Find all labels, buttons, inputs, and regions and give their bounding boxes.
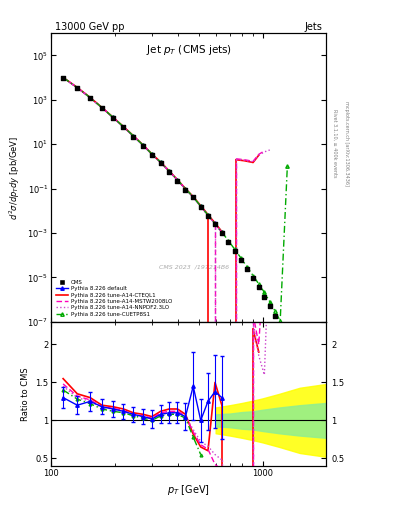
Text: Jets: Jets — [305, 22, 322, 32]
Text: 13000 GeV pp: 13000 GeV pp — [55, 22, 125, 32]
Point — [308, 375, 314, 383]
Point — [198, 203, 204, 211]
Point — [130, 133, 136, 141]
Point — [297, 355, 303, 364]
Y-axis label: $d^2\sigma/dp_Tdy$ [pb/GeV]: $d^2\sigma/dp_Tdy$ [pb/GeV] — [7, 135, 22, 220]
Point — [158, 159, 164, 167]
Point — [99, 104, 105, 112]
Text: CMS 2023  /197214B6: CMS 2023 /197214B6 — [159, 264, 229, 269]
Point — [205, 211, 211, 220]
Point — [74, 83, 81, 92]
Point — [87, 94, 93, 102]
Point — [232, 246, 238, 254]
X-axis label: $p_T$ [GeV]: $p_T$ [GeV] — [167, 483, 210, 497]
Point — [277, 323, 283, 331]
Text: Jet $p_T$ (CMS jets): Jet $p_T$ (CMS jets) — [146, 44, 231, 57]
Point — [140, 142, 146, 150]
Legend: CMS, Pythia 8.226 default, Pythia 8.226 tune-A14-CTEQL1, Pythia 8.226 tune-A14-M: CMS, Pythia 8.226 default, Pythia 8.226 … — [54, 278, 174, 319]
Point — [255, 283, 262, 291]
Point — [60, 74, 66, 82]
Point — [261, 293, 268, 301]
Point — [182, 185, 189, 194]
Y-axis label: Ratio to CMS: Ratio to CMS — [20, 367, 29, 421]
Point — [250, 274, 256, 283]
Point — [166, 168, 173, 176]
Point — [225, 238, 231, 246]
Text: Rivet 3.1.10, ≥ 400k events: Rivet 3.1.10, ≥ 400k events — [332, 109, 337, 178]
Point — [284, 336, 290, 344]
Point — [212, 220, 218, 228]
Point — [244, 265, 250, 273]
Point — [238, 256, 244, 264]
Point — [190, 194, 196, 202]
Point — [174, 177, 181, 185]
Point — [120, 123, 127, 132]
Point — [149, 151, 155, 159]
Point — [110, 114, 116, 122]
Point — [266, 302, 273, 310]
Point — [272, 312, 278, 320]
Point — [219, 229, 225, 237]
Text: mcplots.cern.ch [arXiv:1306.3436]: mcplots.cern.ch [arXiv:1306.3436] — [344, 101, 349, 186]
